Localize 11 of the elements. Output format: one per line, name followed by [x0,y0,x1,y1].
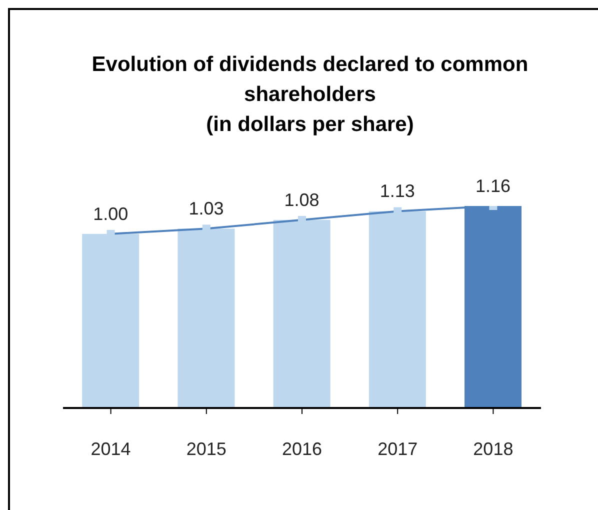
data-label: 1.08 [284,190,320,210]
x-tick-label: 2018 [473,438,514,459]
x-tick-label: 2017 [378,438,418,459]
x-tick-label: 2016 [282,438,322,459]
data-label: 1.16 [475,176,511,196]
data-label: 1.03 [188,198,224,219]
data-label: 1.00 [93,204,128,224]
x-tick-label: 2014 [90,438,131,459]
data-label: 1.13 [380,181,415,202]
x-tick-label: 2015 [186,438,226,459]
chart-title: Evolution of dividends declared to common shareholders (in dollars per share) [90,52,530,138]
